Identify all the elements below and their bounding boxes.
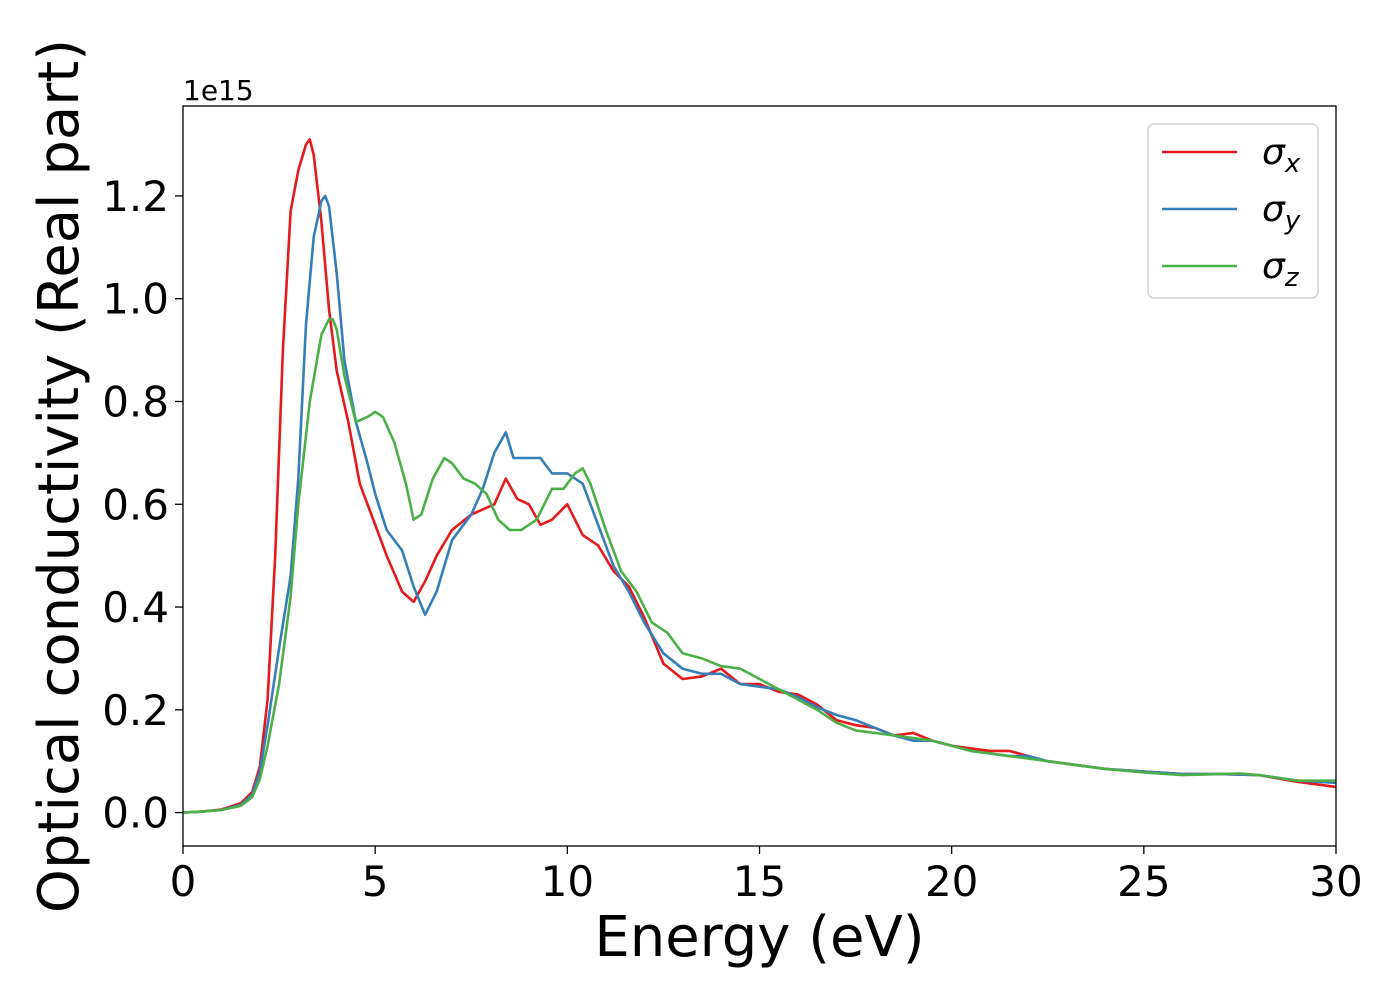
x-axis-title: Energy (eV)	[594, 905, 924, 970]
y-axis-title: Optical conductivity (Real part)	[27, 39, 92, 913]
x-tick-label: 15	[733, 857, 786, 906]
legend-frame	[1147, 123, 1319, 299]
legend-label-z: σz	[1262, 246, 1300, 293]
y-tick-label: 0.6	[102, 480, 169, 529]
x-tick-label: 10	[541, 857, 594, 906]
y-axis-ticks: 0.0 0.2 0.4 0.6 0.8 1.0 1.2	[102, 172, 183, 838]
y-tick-label: 0.8	[102, 377, 169, 426]
series-line-x	[182, 138, 1337, 814]
y-tick-label: 0.4	[102, 583, 169, 632]
x-axis-ticks: 0 5 10 15 20 25 30	[170, 846, 1363, 906]
y-tick-label: 0.2	[102, 686, 169, 735]
y-offset-label: 1e15	[183, 74, 254, 107]
y-tick-label: 0.0	[102, 789, 169, 838]
x-tick-label: 25	[1117, 857, 1170, 906]
x-tick-label: 5	[362, 857, 389, 906]
y-tick-label: 1.2	[102, 172, 169, 221]
y-tick-label: 1.0	[102, 275, 169, 324]
x-tick-label: 0	[170, 857, 197, 906]
x-tick-label: 30	[1309, 857, 1362, 906]
series-line-z	[182, 318, 1336, 814]
series-layer	[182, 138, 1337, 814]
x-tick-label: 20	[925, 857, 978, 906]
